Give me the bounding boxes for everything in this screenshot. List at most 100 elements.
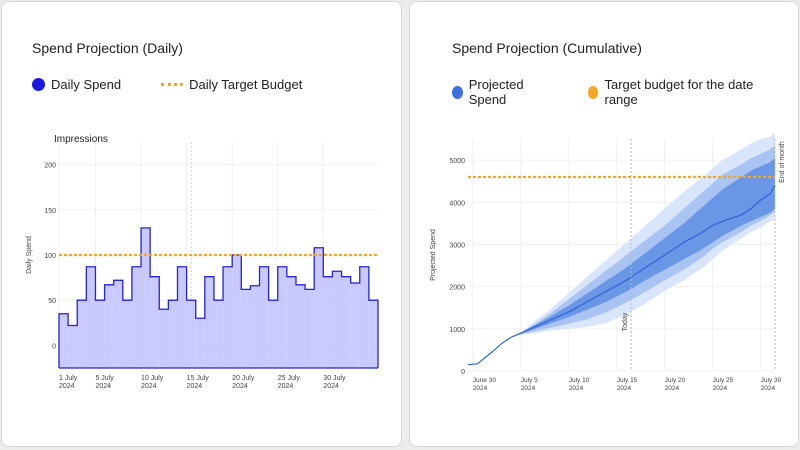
daily-bar xyxy=(314,247,324,368)
x-tick-year: 2024 xyxy=(59,383,75,390)
legend-item-daily-target[interactable]: Daily Target Budget xyxy=(161,77,302,92)
x-tick-label: July 20 xyxy=(665,377,686,384)
x-tick-label: 30 July xyxy=(323,375,346,382)
end-of-month-label: End of month xyxy=(779,141,786,183)
y-tick-label: 50 xyxy=(48,298,56,305)
daily-bar xyxy=(95,300,105,368)
daily-spend-line xyxy=(58,227,379,368)
cumulative-chart-title: Spend Projection (Cumulative) xyxy=(452,40,642,56)
daily-bar xyxy=(323,276,333,368)
circle-icon xyxy=(587,85,599,99)
x-tick-label: 20 July xyxy=(232,375,255,382)
y-axis-label: Daily Spend xyxy=(26,236,33,274)
daily-bar xyxy=(277,266,287,368)
daily-bar xyxy=(122,300,132,368)
daily-bar xyxy=(341,276,351,368)
x-tick-year: 2024 xyxy=(473,385,488,392)
daily-bar xyxy=(150,276,160,368)
y-axis-label: Projected Spend xyxy=(430,229,437,281)
daily-chart-title: Spend Projection (Daily) xyxy=(32,40,183,56)
x-tick-label: June 30 xyxy=(473,377,497,384)
circle-icon xyxy=(452,85,463,99)
daily-legend: Daily Spend Daily Target Budget xyxy=(32,77,342,92)
daily-bar xyxy=(131,266,142,368)
x-tick-year: 2024 xyxy=(665,385,680,392)
daily-bar xyxy=(232,255,242,368)
confidence-band-inner xyxy=(468,157,775,365)
daily-bar xyxy=(213,300,224,368)
x-tick-label: 5 July xyxy=(95,375,114,382)
daily-bar xyxy=(241,289,251,368)
y-tick-label: 100 xyxy=(44,253,56,260)
daily-bar xyxy=(268,300,278,368)
y-tick-label: 200 xyxy=(44,163,56,170)
x-tick-year: 2024 xyxy=(713,385,728,392)
daily-bar xyxy=(141,227,151,368)
daily-bar xyxy=(77,300,87,368)
daily-bar xyxy=(104,284,114,368)
legend-item-projected-spend[interactable]: Projected Spend xyxy=(452,77,548,107)
y-tick-label: 3000 xyxy=(449,242,465,249)
x-tick-year: 2024 xyxy=(95,383,111,390)
daily-bar xyxy=(59,313,69,368)
x-tick-year: 2024 xyxy=(761,385,776,392)
x-tick-label: 25 July xyxy=(278,375,301,382)
daily-bar xyxy=(86,266,96,368)
daily-bar xyxy=(177,266,187,368)
daily-bar xyxy=(186,300,196,368)
x-tick-year: 2024 xyxy=(278,383,294,390)
x-tick-label: July 25 xyxy=(713,377,734,384)
daily-spend-card: Spend Projection (Daily) Daily Spend Dai… xyxy=(1,1,402,447)
y-tick-label: 2000 xyxy=(449,285,465,292)
x-tick-label: July 10 xyxy=(569,377,590,384)
daily-bar xyxy=(195,318,205,368)
confidence-band-outer xyxy=(468,132,775,365)
daily-bar xyxy=(332,271,342,368)
x-tick-year: 2024 xyxy=(141,383,157,390)
confidence-band-middle xyxy=(468,145,775,365)
cumulative-legend: Projected Spend Target budget for the da… xyxy=(452,77,798,107)
daily-bar xyxy=(204,276,214,368)
y-tick-label: 150 xyxy=(44,208,56,215)
x-tick-label: July 30 xyxy=(761,377,782,384)
x-tick-label: 1 July xyxy=(59,375,78,382)
legend-label-projected-spend: Projected Spend xyxy=(468,77,524,107)
daily-bar xyxy=(286,276,296,368)
daily-bar xyxy=(159,309,169,368)
y-tick-label: 1000 xyxy=(449,327,465,334)
chart-subtitle: Impressions xyxy=(54,134,108,145)
daily-bar xyxy=(350,283,360,368)
daily-bar xyxy=(259,266,269,368)
legend-item-target-range[interactable]: Target budget for the date range xyxy=(587,77,758,107)
y-tick-label: 0 xyxy=(52,343,56,350)
daily-bar xyxy=(295,284,306,368)
x-tick-label: July 5 xyxy=(521,377,538,384)
y-tick-label: 0 xyxy=(461,369,465,376)
dashed-line-icon xyxy=(161,83,184,86)
today-label: Today xyxy=(622,312,629,331)
x-tick-year: 2024 xyxy=(187,383,203,390)
daily-bar xyxy=(368,300,378,368)
y-tick-label: 4000 xyxy=(449,200,465,207)
daily-bar xyxy=(113,280,123,368)
daily-bar xyxy=(359,266,369,368)
x-tick-label: 15 July xyxy=(187,375,210,382)
cumulative-spend-card: Spend Projection (Cumulative) Projected … xyxy=(409,1,799,447)
legend-label-daily-target: Daily Target Budget xyxy=(189,77,303,92)
y-tick-label: 5000 xyxy=(449,158,465,165)
x-tick-year: 2024 xyxy=(617,385,632,392)
daily-bar xyxy=(250,285,260,368)
legend-label-target-range: Target budget for the date range xyxy=(604,77,754,107)
projected-spend-line xyxy=(467,185,776,366)
x-tick-year: 2024 xyxy=(521,385,536,392)
x-tick-year: 2024 xyxy=(323,383,339,390)
daily-bar xyxy=(305,289,315,368)
daily-bar xyxy=(68,325,78,368)
daily-bar xyxy=(168,300,178,368)
legend-label-daily-spend: Daily Spend xyxy=(51,77,122,92)
x-tick-label: 10 July xyxy=(141,375,164,382)
legend-item-daily-spend[interactable]: Daily Spend xyxy=(32,77,121,92)
daily-bar xyxy=(223,266,233,368)
